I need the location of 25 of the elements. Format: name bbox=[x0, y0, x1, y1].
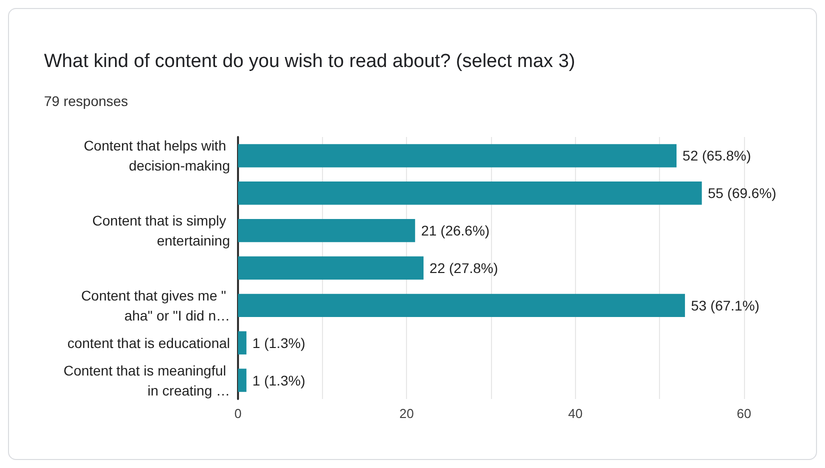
y-tick-label: Content that is simply entertaining bbox=[92, 212, 230, 249]
x-tick-label: 40 bbox=[568, 406, 583, 421]
chart-title: What kind of content do you wish to read about? (select max 3) bbox=[44, 51, 576, 72]
x-tick-label: 0 bbox=[234, 406, 242, 421]
x-tick-label: 20 bbox=[399, 406, 414, 421]
y-tick-label: Content that gives me " aha" or "I did n… bbox=[81, 287, 230, 324]
bar bbox=[238, 294, 685, 318]
y-tick-label: content that is educational bbox=[67, 334, 230, 351]
bar bbox=[238, 144, 677, 168]
data-label: 1 (1.3%) bbox=[252, 372, 306, 388]
data-label: 53 (67.1%) bbox=[690, 297, 760, 314]
bar bbox=[238, 368, 246, 392]
data-label: 55 (69.6%) bbox=[708, 185, 776, 202]
bar bbox=[238, 256, 424, 280]
bar bbox=[238, 331, 246, 354]
data-label: 22 (27.8%) bbox=[430, 260, 498, 276]
data-label: 52 (65.8%) bbox=[682, 148, 752, 164]
bar bbox=[238, 218, 416, 242]
text: 79 responses bbox=[44, 93, 128, 109]
data-label: 1 (1.3%) bbox=[252, 334, 306, 351]
y-tick-label: Content that is meaningful in creating … bbox=[63, 362, 230, 398]
data-label: 21 (26.6%) bbox=[421, 222, 490, 239]
y-tick-label: Content that helps with decision-making bbox=[84, 138, 230, 174]
bar bbox=[238, 182, 702, 205]
x-tick-label: 60 bbox=[736, 406, 752, 421]
